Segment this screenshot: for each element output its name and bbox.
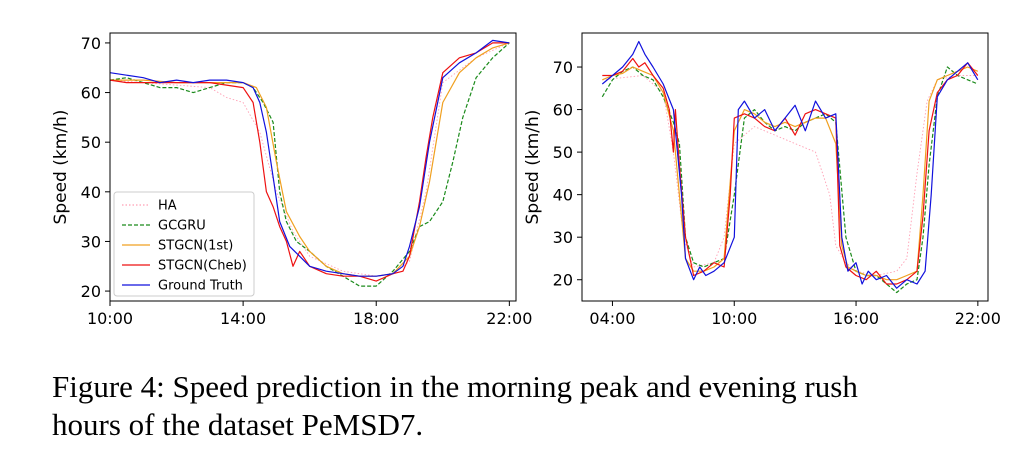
x-tick-label: 04:00 (589, 309, 635, 328)
chart-1: 20 30 40 50 60 70 10:00 14:00 18:00 22:00 Speed (k… (51, 32, 532, 328)
y-tick-label: 20 (553, 271, 573, 290)
series-line-ha (110, 42, 510, 277)
y-axis-title: Speed (km/h) (523, 110, 543, 225)
series-line-gcgru (110, 42, 510, 287)
y-axis-title: Speed (km/h) (51, 110, 71, 225)
y-tick-label: 30 (81, 232, 101, 251)
series-line-ground-truth (601, 40, 979, 289)
x-tick-label: 10:00 (87, 309, 133, 328)
legend-label: HA (158, 199, 177, 214)
legend: HA GCGRU STGCN(1st) STGCN(Cheb) Ground Truth (113, 191, 255, 297)
figure-caption: Figure 4: Speed prediction in the mornin… (52, 368, 1002, 444)
y-tick-label: 60 (81, 84, 101, 103)
series-group (110, 39, 510, 287)
y-tick-label: 70 (553, 58, 573, 77)
series-line-ground-truth (110, 39, 510, 277)
y-tick-label: 70 (81, 34, 101, 53)
x-tick-label: 16:00 (833, 309, 879, 328)
x-tick-label: 14:00 (220, 309, 266, 328)
y-tick-label: 60 (553, 101, 573, 120)
x-tick-label: 22:00 (955, 309, 1001, 328)
legend-label: GCGRU (158, 219, 206, 234)
y-tick-label: 30 (553, 228, 573, 247)
legend-box (113, 191, 255, 297)
y-tick-label: 40 (553, 186, 573, 205)
legend-label: STGCN(1st) (158, 239, 233, 254)
x-tick-label: 22:00 (486, 309, 532, 328)
y-tick-label: 40 (81, 183, 101, 202)
caption-line-2: hours of the dataset PeMSD7. (52, 407, 424, 442)
x-tick-label: 10:00 (711, 309, 757, 328)
plot-frame (109, 32, 517, 302)
plot-frame (581, 32, 989, 302)
series-line-gcgru (601, 66, 979, 294)
y-tick-label: 20 (81, 282, 101, 301)
series-line-ha (602, 75, 978, 276)
series-group (601, 40, 979, 294)
y-tick-label: 50 (81, 133, 101, 152)
legend-label: Ground Truth (158, 279, 243, 294)
chart-2: 20 30 40 50 60 70 04:00 10:00 16:00 22:00 Speed (k… (523, 32, 1001, 328)
y-tick-label: 50 (553, 143, 573, 162)
figure-charts: 20 30 40 50 60 70 10:00 14:00 18:00 22:00 Speed (k… (51, 32, 1001, 328)
x-tick-label: 18:00 (353, 309, 399, 328)
legend-label: STGCN(Cheb) (158, 259, 247, 274)
series-line-stgcn-1st (110, 42, 510, 277)
caption-line-1: Figure 4: Speed prediction in the mornin… (52, 369, 858, 404)
